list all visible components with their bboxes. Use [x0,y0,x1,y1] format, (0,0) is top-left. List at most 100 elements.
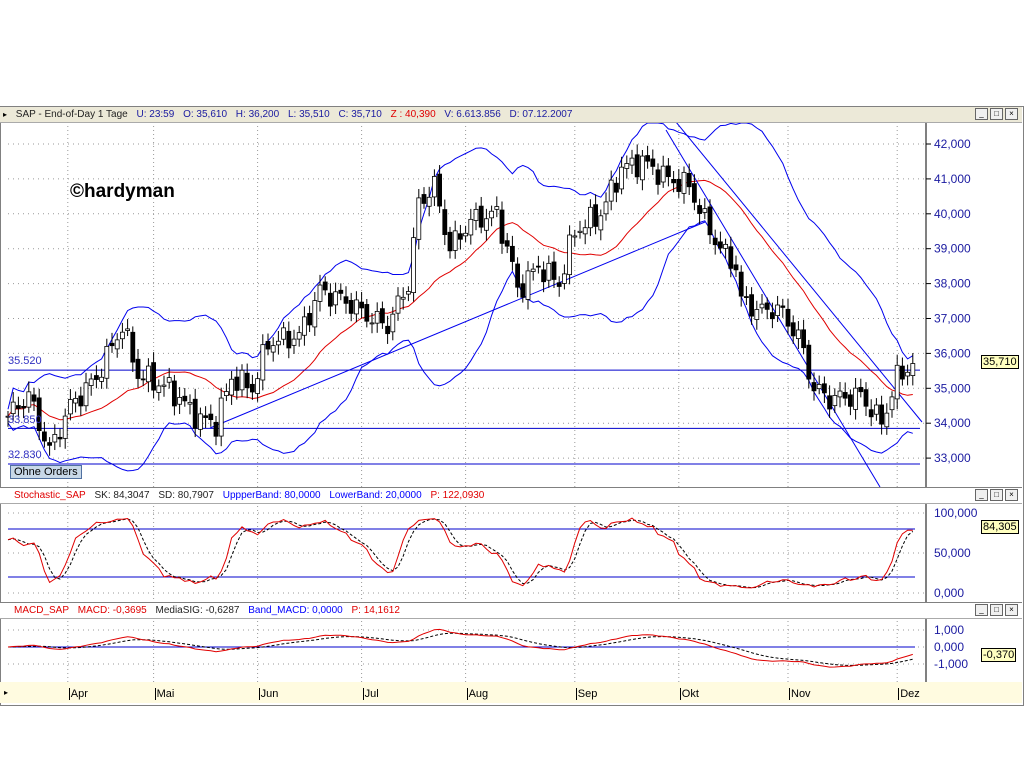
candle-body [900,365,905,380]
candle-body [416,197,422,240]
macd-tick-label: 1,000 [934,623,964,637]
candle-body [509,245,515,262]
level-label: 33.850 [8,414,42,426]
candle-body [114,339,120,350]
candle-body [405,291,411,295]
candle-body [390,313,396,333]
candle-body [598,215,604,231]
candle-body [463,232,469,237]
close-button[interactable]: × [1005,489,1018,501]
candle-body [910,363,916,376]
time-axis[interactable]: Apr Mai Jun Jul Aug Sep Okt Nov Dez [0,682,1022,703]
candle-body [728,246,734,269]
candle-body [619,166,624,190]
month-label: Jul [362,688,379,700]
candle-body [707,206,713,236]
candle-body [884,412,890,428]
scroll-left-icon[interactable]: ▸ [4,688,9,697]
candle-body [811,382,817,392]
candle-body [348,300,354,314]
candle-body [73,398,78,404]
candle-body [556,282,562,287]
stoch-upper: UppperBand: 80,0000 [222,490,321,501]
candle-body [57,436,63,440]
candle-body [270,345,276,353]
candle-body [671,178,676,184]
candle-body [515,263,520,288]
macd-value: MACD: -0,3695 [77,605,147,616]
low-value: L: 35,510 [287,109,330,120]
candle-body [874,404,879,415]
candle-body [577,230,583,233]
candle-body [31,394,37,402]
stoch-tick-label: 0,000 [934,586,964,600]
candle-body [764,302,770,310]
level-label: 35.520 [8,355,42,367]
candle-body [593,204,598,227]
level-label: 32.830 [8,449,42,461]
macd-tick-label: 0,000 [934,640,964,654]
candle-body [853,387,858,410]
candle-body [634,154,640,178]
candle-body [525,270,531,300]
candle-body [42,431,47,442]
candle-body [301,316,307,336]
stoch-tick-label: 50,000 [934,546,971,560]
candle-body [317,284,323,302]
maximize-button[interactable]: □ [990,604,1003,616]
close-button[interactable]: × [1005,604,1018,616]
candle-body [265,340,271,350]
channel-upper-line [675,121,923,423]
candle-body [546,262,552,281]
month-label: Apr [68,688,88,700]
candle-body [26,391,32,408]
candle-body [686,172,692,188]
candle-body [5,415,11,418]
candle-body [36,397,42,431]
candle-body [83,382,89,407]
candle-body [676,178,682,192]
candle-body [353,299,359,315]
stoch-sk: SK: 84,3047 [94,490,150,501]
candle-body [660,165,666,183]
candle-body [255,378,261,394]
candle-body [374,310,380,324]
candle-body [785,308,791,327]
candle-body [749,294,754,317]
expand-arrow-icon[interactable]: ▸ [3,110,8,119]
candle-body [379,308,385,324]
minimize-button[interactable]: _ [975,489,988,501]
candle-body [395,295,401,314]
candle-body [863,389,869,407]
candle-body [197,413,203,430]
candle-body [770,312,775,320]
candle-body [483,218,489,231]
minimize-button[interactable]: _ [975,604,988,616]
candle-body [208,413,214,421]
maximize-button[interactable]: □ [990,108,1003,120]
candle-body [905,371,910,377]
candle-body [21,405,27,409]
macd-tick-label: -1,000 [934,657,968,671]
volume-value: V: 6.613.856 [444,109,501,120]
candle-body [78,395,84,407]
candle-body [218,397,224,437]
minimize-button[interactable]: _ [975,108,988,120]
ohne-orders-button[interactable]: Ohne Orders [10,465,82,479]
maximize-button[interactable]: □ [990,489,1003,501]
candle-body [702,208,708,213]
stoch-tag: 84,305 [981,520,1019,534]
candle-body [151,362,157,391]
close-button[interactable]: × [1005,108,1018,120]
candle-body [156,385,162,393]
candle-body [452,230,458,251]
candle-body [806,344,812,380]
candle-body [608,179,614,202]
candle-body [145,365,151,383]
moving-average [7,179,913,421]
candle-body [640,155,645,181]
candle-body [10,401,16,415]
candle-body [192,398,198,429]
candle-body [692,183,697,203]
candle-body [281,327,287,340]
